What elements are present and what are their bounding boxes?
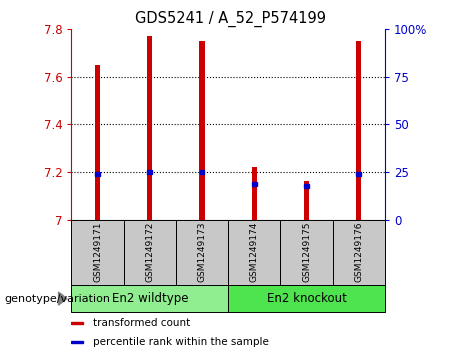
Bar <box>148 170 152 174</box>
Bar <box>200 41 205 220</box>
Bar <box>228 285 385 312</box>
Text: genotype/variation: genotype/variation <box>5 294 111 303</box>
Bar <box>304 184 309 188</box>
Bar <box>200 170 204 174</box>
Bar <box>71 220 124 285</box>
Polygon shape <box>59 292 67 305</box>
Bar <box>71 341 83 343</box>
Text: GSM1249172: GSM1249172 <box>145 221 154 282</box>
Text: GDS5241 / A_52_P574199: GDS5241 / A_52_P574199 <box>135 11 326 27</box>
Bar <box>333 220 385 285</box>
Bar <box>71 285 228 312</box>
Text: GSM1249175: GSM1249175 <box>302 221 311 282</box>
Bar <box>356 172 361 176</box>
Bar <box>124 220 176 285</box>
Text: GSM1249173: GSM1249173 <box>198 221 207 282</box>
Bar <box>71 322 83 324</box>
Bar <box>147 36 153 220</box>
Bar <box>252 182 257 186</box>
Text: GSM1249176: GSM1249176 <box>355 221 363 282</box>
Bar <box>252 167 257 220</box>
Bar <box>228 220 280 285</box>
Bar <box>176 220 228 285</box>
Text: percentile rank within the sample: percentile rank within the sample <box>94 337 269 347</box>
Text: GSM1249171: GSM1249171 <box>93 221 102 282</box>
Text: En2 knockout: En2 knockout <box>266 292 347 305</box>
Bar <box>280 220 333 285</box>
Bar <box>95 65 100 220</box>
Text: GSM1249174: GSM1249174 <box>250 221 259 282</box>
Text: transformed count: transformed count <box>94 318 191 328</box>
Text: En2 wildtype: En2 wildtype <box>112 292 188 305</box>
Bar <box>95 172 100 176</box>
Bar <box>356 41 361 220</box>
Bar <box>304 182 309 220</box>
